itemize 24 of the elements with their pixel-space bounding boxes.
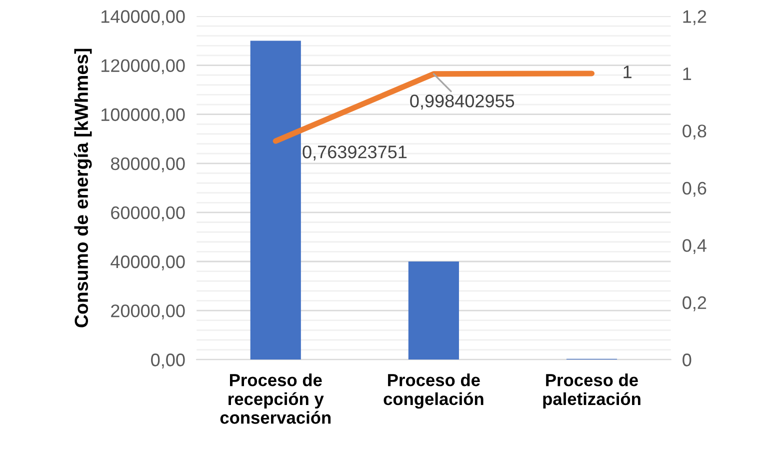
x-tick-label: Proceso de congelación bbox=[384, 373, 484, 409]
data-label: 0,998402955 bbox=[410, 94, 514, 110]
y2-tick-label: 0,8 bbox=[682, 124, 706, 140]
y2-tick-label: 0,4 bbox=[682, 239, 706, 254]
y2-tick-label: 1,2 bbox=[683, 10, 706, 26]
y2-tick-label: 0,6 bbox=[682, 182, 706, 197]
bar bbox=[250, 40, 301, 360]
bar bbox=[408, 261, 459, 360]
y-tick-label: 0,00 bbox=[151, 354, 185, 368]
y-axis-title: Consumo de energía [kWhmes] bbox=[74, 48, 92, 328]
data-label: 0,763923751 bbox=[302, 146, 407, 160]
data-label: 1 bbox=[624, 66, 632, 78]
y-tick-label: 40000,00 bbox=[110, 255, 185, 270]
y2-tick-label: 0 bbox=[682, 354, 692, 366]
y-tick-label: 80000,00 bbox=[110, 157, 185, 172]
y-tick-label: 140000,00 bbox=[102, 10, 185, 26]
y2-tick-label: 0,2 bbox=[682, 296, 706, 312]
y-tick-label: 20000,00 bbox=[111, 304, 185, 320]
y2-tick-label: 1 bbox=[683, 68, 692, 80]
y-tick-label: 120000,00 bbox=[102, 59, 185, 74]
x-tick-label: Proceso de paletización bbox=[543, 373, 640, 409]
y-tick-label: 100000,00 bbox=[102, 108, 185, 124]
x-tick-label: Proceso de recepción y conservación bbox=[220, 373, 331, 424]
y-tick-label: 60000,00 bbox=[111, 206, 185, 222]
